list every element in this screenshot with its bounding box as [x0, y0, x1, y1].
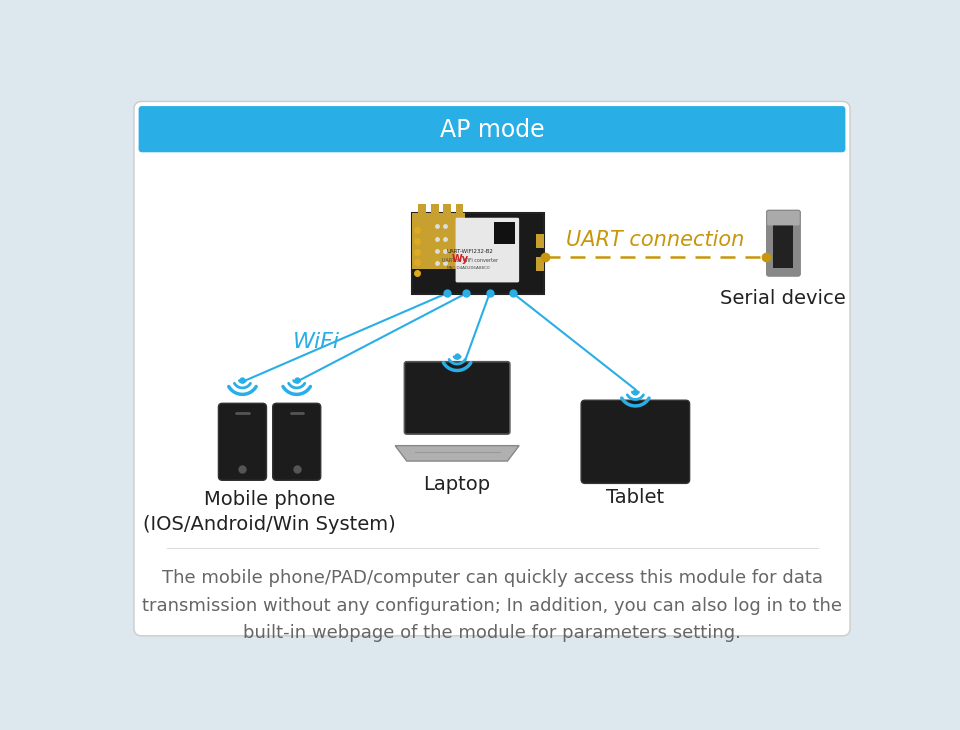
- FancyBboxPatch shape: [537, 234, 544, 247]
- FancyBboxPatch shape: [537, 257, 544, 271]
- Text: UART to WiFi converter: UART to WiFi converter: [443, 258, 498, 263]
- FancyBboxPatch shape: [581, 400, 689, 483]
- Text: MAC:D4AD206A88C0: MAC:D4AD206A88C0: [446, 266, 490, 270]
- FancyBboxPatch shape: [456, 218, 519, 283]
- FancyBboxPatch shape: [766, 210, 801, 276]
- Text: Laptop: Laptop: [423, 475, 491, 494]
- Text: Serial device: Serial device: [720, 289, 846, 308]
- FancyBboxPatch shape: [412, 213, 465, 269]
- Text: WiFi: WiFi: [293, 331, 340, 352]
- Polygon shape: [396, 445, 519, 461]
- FancyBboxPatch shape: [404, 362, 510, 434]
- FancyBboxPatch shape: [774, 220, 794, 268]
- Text: Mobile phone
(IOS/Android/Win System): Mobile phone (IOS/Android/Win System): [143, 490, 396, 534]
- Text: Tablet: Tablet: [607, 488, 664, 507]
- FancyBboxPatch shape: [419, 204, 426, 215]
- FancyBboxPatch shape: [767, 211, 800, 226]
- Text: Wy: Wy: [451, 254, 468, 264]
- Text: The mobile phone/PAD/computer can quickly access this module for data
transmissi: The mobile phone/PAD/computer can quickl…: [142, 569, 842, 642]
- FancyBboxPatch shape: [456, 204, 464, 215]
- Text: UART-WIFI232-B2: UART-WIFI232-B2: [446, 249, 493, 254]
- FancyBboxPatch shape: [493, 223, 516, 244]
- FancyBboxPatch shape: [219, 403, 267, 480]
- FancyBboxPatch shape: [431, 204, 439, 215]
- Text: UART connection: UART connection: [566, 230, 745, 250]
- Text: AP mode: AP mode: [440, 118, 544, 142]
- FancyBboxPatch shape: [138, 106, 846, 153]
- FancyBboxPatch shape: [444, 204, 451, 215]
- FancyBboxPatch shape: [412, 213, 544, 294]
- FancyBboxPatch shape: [134, 101, 850, 636]
- FancyBboxPatch shape: [273, 403, 321, 480]
